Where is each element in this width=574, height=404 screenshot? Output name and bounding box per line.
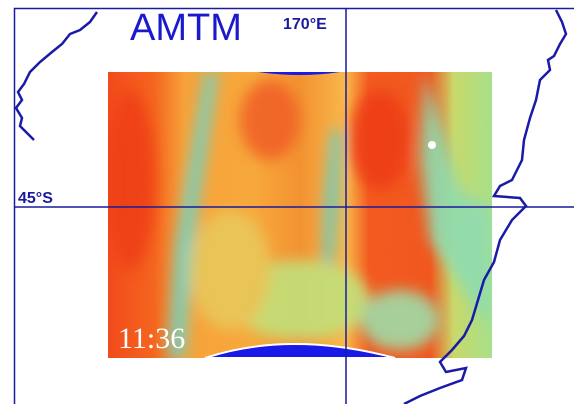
time-stamp: 11:36 — [118, 322, 185, 355]
latitude-label: 45°S — [18, 190, 53, 207]
longitude-label: 170°E — [283, 16, 327, 33]
title: AMTM — [130, 7, 242, 49]
airglow-image — [105, 72, 492, 358]
map-view: AMTM 170°E 45°S 11:36 — [0, 0, 574, 404]
coastline-west — [16, 12, 97, 140]
